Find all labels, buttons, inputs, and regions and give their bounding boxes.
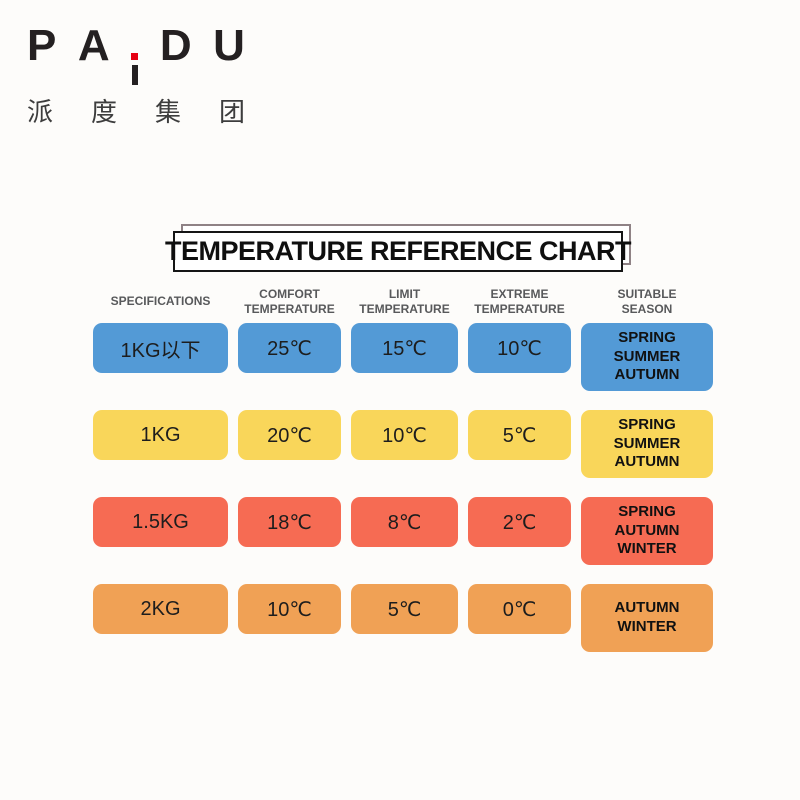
- cell-limit-temperature: 5℃: [351, 584, 458, 634]
- logo-letter-p: P: [27, 21, 57, 70]
- cell-suitable-season: SPRING SUMMER AUTUMN: [581, 323, 713, 391]
- brand-logo: P A D U 派 度 集 团: [27, 24, 245, 126]
- brand-wordmark: P A D U: [27, 24, 245, 85]
- cell-suitable-season: SPRING SUMMER AUTUMN: [581, 410, 713, 478]
- logo-letter-u: U: [213, 21, 245, 70]
- cell-suitable-season: AUTUMN WINTER: [581, 584, 713, 652]
- cell-comfort-temperature: 25℃: [238, 323, 341, 373]
- column-header-extreme-temperature: EXTREME TEMPERATURE: [474, 286, 565, 316]
- cell-comfort-temperature: 10℃: [238, 584, 341, 634]
- cell-extreme-temperature: 5℃: [468, 410, 571, 460]
- brand-cjk-name: 派 度 集 团: [27, 99, 245, 125]
- chart-title: TEMPERATURE REFERENCE CHART: [165, 236, 632, 266]
- column-header-limit-temperature: LIMIT TEMPERATURE: [359, 286, 450, 316]
- cjk-char: 集: [154, 97, 181, 127]
- cjk-char: 度: [90, 97, 117, 127]
- cjk-char: 团: [218, 97, 245, 127]
- cell-limit-temperature: 15℃: [351, 323, 458, 373]
- logo-letter-d: D: [159, 21, 192, 70]
- cjk-char: 派: [27, 97, 54, 127]
- cell-specification: 1KG: [93, 410, 228, 460]
- logo-letter-i: [131, 53, 139, 85]
- cell-specification: 2KG: [93, 584, 228, 634]
- logo-letter-i-stem: [131, 65, 138, 85]
- cell-comfort-temperature: 18℃: [238, 497, 341, 547]
- temperature-table: SPECIFICATIONS COMFORT TEMPERATURE LIMIT…: [93, 286, 713, 671]
- logo-letter-a: A: [77, 21, 110, 70]
- cell-limit-temperature: 8℃: [351, 497, 458, 547]
- cell-extreme-temperature: 2℃: [468, 497, 571, 547]
- cell-extreme-temperature: 0℃: [468, 584, 571, 634]
- column-header-specifications: SPECIFICATIONS: [110, 294, 211, 308]
- cell-extreme-temperature: 10℃: [468, 323, 571, 373]
- column-header-comfort-temperature: COMFORT TEMPERATURE: [244, 286, 335, 316]
- column-header-suitable-season: SUITABLE SEASON: [617, 286, 677, 316]
- cell-suitable-season: SPRING AUTUMN WINTER: [581, 497, 713, 565]
- cell-specification: 1.5KG: [93, 497, 228, 547]
- title-banner: TEMPERATURE REFERENCE CHART: [165, 231, 632, 272]
- cell-specification: 1KG以下: [93, 323, 228, 373]
- logo-letter-i-dot: [131, 53, 139, 60]
- cell-limit-temperature: 10℃: [351, 410, 458, 460]
- cell-comfort-temperature: 20℃: [238, 410, 341, 460]
